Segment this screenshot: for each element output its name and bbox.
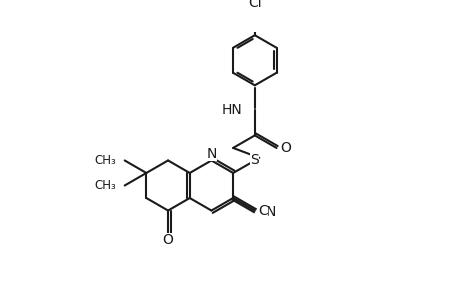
Text: S: S (250, 154, 258, 167)
Text: CH₃: CH₃ (94, 154, 116, 167)
Text: O: O (162, 233, 173, 247)
Text: N: N (206, 147, 216, 161)
Text: HN: HN (221, 103, 242, 117)
Text: CH₃: CH₃ (94, 179, 116, 192)
Text: O: O (280, 141, 290, 155)
Text: Cl: Cl (247, 0, 261, 10)
Text: N: N (265, 205, 275, 219)
Text: C: C (258, 204, 268, 218)
